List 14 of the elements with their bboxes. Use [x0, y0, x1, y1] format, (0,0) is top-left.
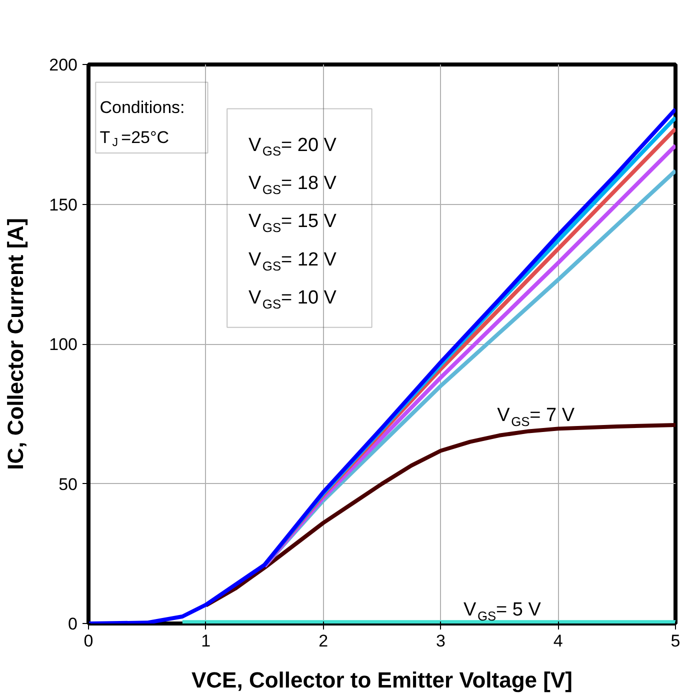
y-tick-label: 200 [49, 56, 78, 74]
x-tick-label: 0 [84, 632, 94, 650]
y-axis-title: IC, Collector Current [A] [3, 218, 28, 470]
x-tick-label: 5 [670, 632, 680, 650]
x-tick-label: 2 [318, 632, 328, 650]
x-tick-label: 1 [201, 632, 211, 650]
x-tick-label: 3 [436, 632, 446, 650]
annotation: Conditions: [100, 98, 185, 118]
y-tick-label: 150 [49, 195, 78, 214]
x-axis-title: VCE, Collector to Emitter Voltage [V] [192, 668, 572, 692]
y-tick-label: 50 [58, 474, 78, 494]
y-tick-label: 0 [68, 614, 78, 634]
x-tick-label: 4 [553, 632, 563, 650]
y-tick-label: 100 [49, 335, 78, 354]
